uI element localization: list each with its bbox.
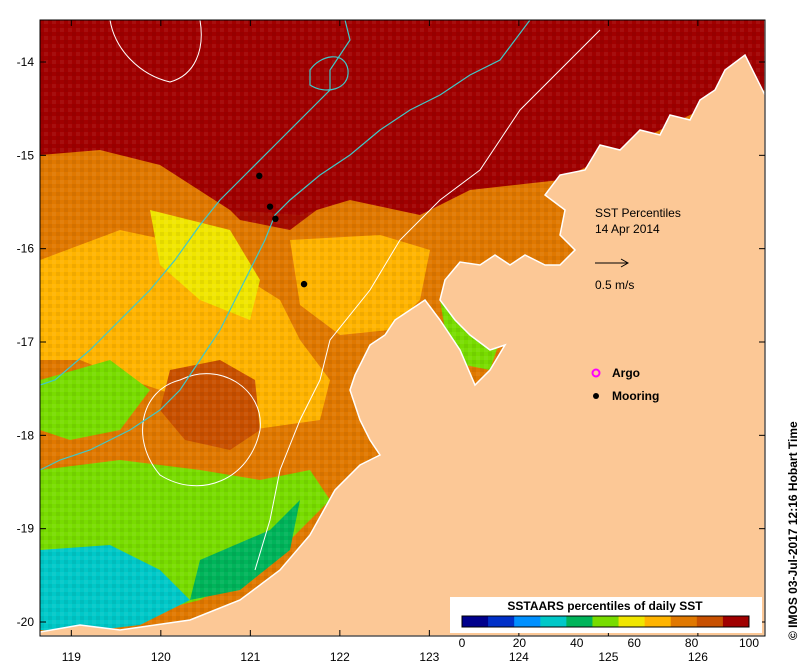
colorbar-tick-label: 60 (628, 636, 642, 650)
lon-tick-label: 121 (240, 650, 260, 664)
colorbar-tick-label: 0 (459, 636, 466, 650)
colorbar-tick-label: 100 (739, 636, 759, 650)
colorbar-cell (618, 616, 646, 627)
colorbar-cell (488, 616, 515, 627)
mooring-markers (256, 172, 308, 288)
current-line-1 (40, 20, 351, 386)
mooring-legend-symbol (593, 393, 599, 399)
lon-tick-label: 123 (419, 650, 439, 664)
lat-tick-label: -15 (17, 148, 35, 162)
colorbar-cell (696, 616, 724, 627)
current-ring (309, 56, 349, 91)
argo-legend-label: Argo (612, 366, 640, 380)
velocity-scale: 0.5 m/s (595, 258, 634, 292)
isobath-north-loop (109, 20, 202, 83)
lat-tick-label: -20 (17, 615, 35, 629)
latitude-axis: -14 -15 -16 -17 -18 -19 -20 (17, 55, 765, 629)
colorbar-tick-label: 40 (570, 636, 584, 650)
colorbar-cells (462, 616, 750, 627)
colorbar-cell (592, 616, 620, 627)
colorbar-cell (722, 616, 750, 627)
colorbar-cell (644, 616, 672, 627)
colorbar-cell (540, 616, 567, 627)
plot-frame (39, 19, 766, 637)
lon-tick-label: 125 (598, 650, 618, 664)
lon-tick-label: 119 (62, 650, 81, 664)
longitude-axis: 119 120 121 122 123 124 125 126 (62, 20, 708, 664)
colorbar-ticks: 0 20 40 60 80 100 (459, 636, 760, 650)
land-mass (40, 20, 765, 636)
velocity-scale-label: 0.5 m/s (595, 278, 634, 292)
colorbar-cell (670, 616, 698, 627)
marker-legend: Argo Mooring (591, 366, 659, 403)
mooring-legend-label: Mooring (612, 389, 659, 403)
colorbar-panel: SSTAARS percentiles of daily SST (450, 597, 762, 633)
current-line-2 (40, 20, 531, 471)
isobath-line (254, 29, 601, 571)
colorbar-cell (462, 616, 489, 627)
colorbar-title: SSTAARS percentiles of daily SST (507, 599, 703, 613)
isobath-ring (142, 373, 261, 487)
colorbar-tick-label: 20 (513, 636, 527, 650)
map-title: SST Percentiles (595, 206, 681, 220)
lat-tick-label: -19 (17, 522, 35, 536)
mooring-marker[interactable] (256, 172, 263, 180)
lon-tick-label: 122 (330, 650, 350, 664)
colorbar-frame (461, 615, 750, 628)
lat-tick-label: -18 (17, 428, 35, 442)
colorbar-cell (514, 616, 541, 627)
colorbar-tick-label: 80 (685, 636, 699, 650)
lat-tick-label: -14 (17, 55, 35, 69)
lon-tick-label: 124 (509, 650, 529, 664)
lon-tick-label: 126 (688, 650, 708, 664)
lat-tick-label: -16 (17, 242, 35, 256)
mooring-marker[interactable] (272, 215, 279, 222)
argo-legend-symbol (591, 368, 601, 378)
credit-text: © IMOS 03-Jul-2017 12:16 Hobart Time (786, 421, 800, 640)
velocity-scale-arrowhead (620, 258, 630, 268)
colorbar-cell (566, 616, 593, 627)
map-date: 14 Apr 2014 (595, 222, 660, 236)
map-plot-area[interactable] (40, 20, 765, 636)
lon-tick-label: 120 (151, 650, 171, 664)
lat-tick-label: -17 (17, 335, 35, 349)
mooring-marker[interactable] (266, 203, 274, 210)
mooring-marker[interactable] (300, 280, 308, 288)
